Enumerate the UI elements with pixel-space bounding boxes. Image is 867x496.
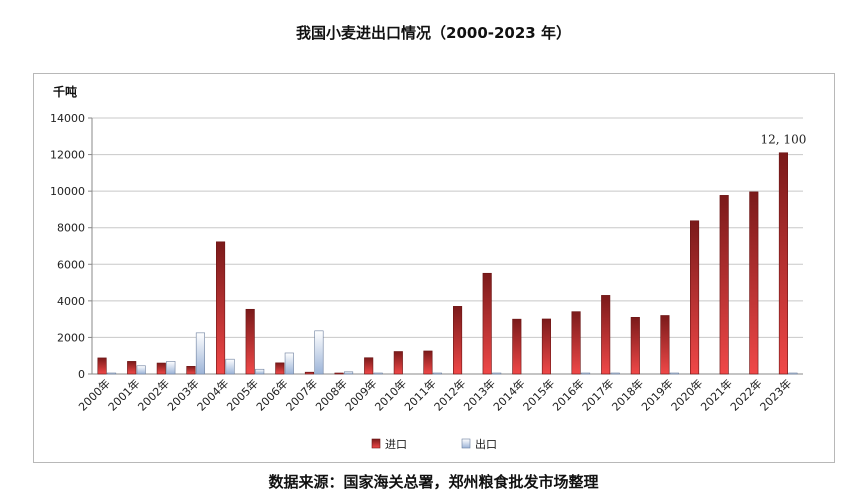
export-bar-2001年 bbox=[136, 365, 146, 375]
chart-title: 我国小麦进出口情况（2000-2023 年） bbox=[296, 24, 571, 42]
legend-swatch bbox=[461, 438, 471, 449]
x-tick-label: 2007年 bbox=[283, 376, 320, 413]
export-bar-2003年 bbox=[195, 332, 205, 375]
y-tick-label: 4000 bbox=[57, 295, 85, 308]
x-tick-label: 2023年 bbox=[757, 376, 794, 413]
x-tick-label: 2005年 bbox=[224, 376, 261, 413]
import-bar-2000年 bbox=[97, 357, 107, 375]
export-bar-2007年 bbox=[314, 330, 324, 375]
x-tick-label: 2006年 bbox=[253, 376, 290, 413]
x-tick-label: 2004年 bbox=[194, 376, 231, 413]
export-bar-2016年 bbox=[581, 372, 591, 375]
import-bar-2002年 bbox=[156, 362, 166, 375]
x-tick-label: 2014年 bbox=[490, 376, 527, 413]
x-tick-label: 2008年 bbox=[312, 376, 349, 413]
import-bar-2004年 bbox=[216, 241, 226, 375]
import-bar-2014年 bbox=[512, 318, 522, 375]
y-tick-label: 6000 bbox=[57, 258, 85, 271]
legend: 进口 出口 bbox=[371, 437, 497, 451]
import-bar-2009年 bbox=[364, 357, 374, 375]
y-tick-label: 12000 bbox=[50, 149, 85, 162]
export-bar-2000年 bbox=[107, 372, 117, 375]
y-tick-label: 2000 bbox=[57, 331, 85, 344]
import-bar-2011年 bbox=[423, 350, 433, 375]
export-bar-2002年 bbox=[166, 361, 176, 375]
export-bar-2005年 bbox=[255, 368, 265, 375]
export-bar-2013年 bbox=[492, 372, 502, 375]
x-tick-label: 2012年 bbox=[431, 376, 468, 413]
x-tick-label: 2001年 bbox=[105, 376, 142, 413]
bars bbox=[97, 152, 798, 375]
export-bar-2023年 bbox=[788, 372, 798, 375]
annotations: 12, 100 bbox=[761, 133, 807, 147]
import-bar-2003年 bbox=[186, 366, 196, 375]
x-tick-label: 2013年 bbox=[461, 376, 498, 413]
export-bar-2019年 bbox=[669, 372, 679, 375]
import-bar-2021年 bbox=[719, 195, 729, 375]
import-bar-2007年 bbox=[304, 371, 314, 375]
import-bar-2016年 bbox=[571, 311, 581, 375]
export-bar-2011年 bbox=[432, 372, 442, 375]
data-source-note: 数据来源：国家海关总署，郑州粮食批发市场整理 bbox=[268, 473, 599, 491]
import-bar-2013年 bbox=[482, 272, 492, 375]
import-bar-2022年 bbox=[749, 191, 759, 375]
x-tick-label: 2017年 bbox=[579, 376, 616, 413]
export-bar-2017年 bbox=[610, 372, 620, 375]
x-tick-label: 2003年 bbox=[164, 376, 201, 413]
legend-label: 进口 bbox=[385, 438, 407, 451]
x-axis-ticks: 2000年2001年2002年2003年2004年2005年2006年2007年… bbox=[75, 376, 794, 413]
import-bar-2015年 bbox=[541, 318, 551, 375]
x-tick-label: 2009年 bbox=[342, 376, 379, 413]
import-bar-2010年 bbox=[393, 351, 403, 375]
chart-frame bbox=[33, 73, 835, 463]
x-tick-label: 2021年 bbox=[698, 376, 735, 413]
export-bar-2004年 bbox=[225, 358, 235, 375]
export-bar-2009年 bbox=[373, 372, 383, 375]
import-bar-2006年 bbox=[275, 362, 285, 375]
import-bar-2019年 bbox=[660, 315, 670, 375]
legend-label: 出口 bbox=[475, 437, 497, 451]
x-tick-label: 2022年 bbox=[727, 376, 764, 413]
legend-swatch bbox=[371, 438, 381, 449]
y-axis-ticks: 0 2000 4000 6000 8000 10000 12000 14000 bbox=[50, 112, 93, 381]
y-tick-label: 14000 bbox=[50, 112, 85, 125]
import-bar-2001年 bbox=[127, 361, 137, 375]
x-tick-label: 2016年 bbox=[549, 376, 586, 413]
import-bar-2023年 bbox=[778, 152, 788, 375]
y-tick-label: 8000 bbox=[57, 222, 85, 235]
x-tick-label: 2011年 bbox=[401, 376, 438, 413]
x-tick-label: 2019年 bbox=[638, 376, 675, 413]
y-tick-label: 10000 bbox=[50, 185, 85, 198]
x-tick-label: 2000年 bbox=[75, 376, 112, 413]
import-bar-2017年 bbox=[601, 295, 611, 375]
y-tick-label: 0 bbox=[78, 368, 85, 381]
x-tick-label: 2018年 bbox=[609, 376, 646, 413]
export-bar-2006年 bbox=[284, 352, 294, 375]
y-axis-unit-label: 千吨 bbox=[53, 84, 77, 99]
x-tick-label: 2002年 bbox=[135, 376, 172, 413]
x-tick-label: 2020年 bbox=[668, 376, 705, 413]
import-bar-2008年 bbox=[334, 372, 344, 375]
gridlines bbox=[92, 117, 803, 375]
import-bar-2020年 bbox=[690, 220, 700, 375]
import-bar-2012年 bbox=[453, 306, 463, 375]
data-label: 12, 100 bbox=[761, 133, 807, 147]
import-bar-2005年 bbox=[245, 308, 255, 375]
import-bar-2018年 bbox=[630, 317, 640, 375]
x-tick-label: 2010年 bbox=[372, 376, 409, 413]
export-bar-2008年 bbox=[344, 371, 354, 375]
x-tick-label: 2015年 bbox=[520, 376, 557, 413]
